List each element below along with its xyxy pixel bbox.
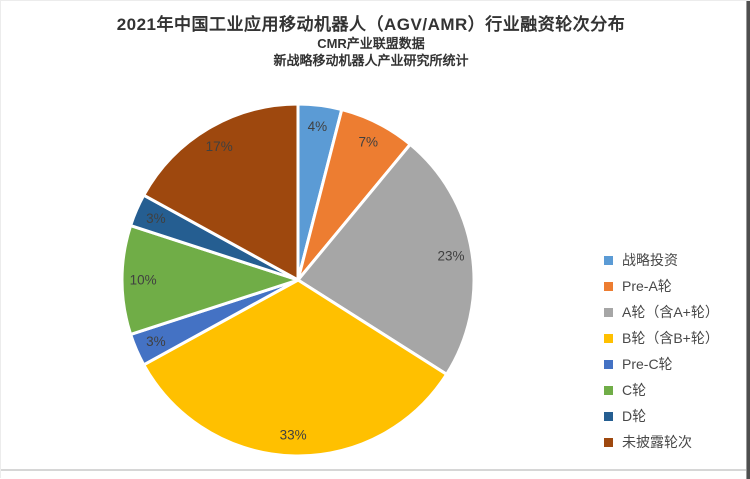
slice-label-6: 10% xyxy=(130,273,157,288)
legend-item-3: A轮（含A+轮） xyxy=(604,299,719,325)
legend-label: Pre-C轮 xyxy=(622,356,673,372)
right-border xyxy=(746,1,750,479)
chart-header: 2021年中国工业应用移动机器人（AGV/AMR）行业融资轮次分布 CMR产业联… xyxy=(1,14,741,69)
legend-label: B轮（含B+轮） xyxy=(622,330,719,346)
legend-item-5: Pre-C轮 xyxy=(604,351,719,377)
bottom-border xyxy=(1,469,747,471)
slice-label-7: 3% xyxy=(146,211,166,226)
legend-item-6: C轮 xyxy=(604,377,719,403)
legend-label: Pre-A轮 xyxy=(622,278,672,294)
legend-item-8: 未披露轮次 xyxy=(604,429,719,455)
legend-swatch-icon xyxy=(604,255,613,265)
legend-swatch-icon xyxy=(604,307,613,317)
slice-label-1: 4% xyxy=(308,119,328,134)
legend-swatch-icon xyxy=(604,333,613,343)
slice-label-2: 7% xyxy=(359,135,379,150)
legend-label: 未披露轮次 xyxy=(622,434,692,450)
legend-swatch-icon xyxy=(604,411,613,421)
pie-slice-3 xyxy=(296,142,476,376)
chart-title: 2021年中国工业应用移动机器人（AGV/AMR）行业融资轮次分布 xyxy=(116,15,626,34)
slice-label-3: 23% xyxy=(437,248,464,263)
slice-label-4: 33% xyxy=(280,427,307,442)
legend-swatch-icon xyxy=(604,359,613,369)
slice-label-8: 17% xyxy=(206,139,233,154)
legend-swatch-icon xyxy=(604,281,613,291)
legend-label: 战略投资 xyxy=(622,252,678,268)
chart-subtitle-2: 新战略移动机器人产业研究所统计 xyxy=(273,52,469,68)
legend-item-2: Pre-A轮 xyxy=(604,273,719,299)
pie-slice-6 xyxy=(120,224,300,336)
chart-subtitle-1: CMR产业联盟数据 xyxy=(317,36,425,51)
legend-item-4: B轮（含B+轮） xyxy=(604,325,719,351)
legend-swatch-icon xyxy=(604,385,613,395)
legend-swatch-icon xyxy=(604,437,613,447)
legend-item-1: 战略投资 xyxy=(604,247,719,273)
legend-label: D轮 xyxy=(622,408,647,424)
legend-label: C轮 xyxy=(622,382,647,398)
legend: 战略投资 Pre-A轮 A轮（含A+轮） B轮（含B+轮） Pre-C轮 C轮 D轮未披露轮… xyxy=(604,247,719,455)
slice-label-5: 3% xyxy=(146,334,166,349)
legend-label: A轮（含A+轮） xyxy=(622,304,719,320)
legend-item-7: D轮 xyxy=(604,403,719,429)
pie-slice-8 xyxy=(142,102,300,282)
